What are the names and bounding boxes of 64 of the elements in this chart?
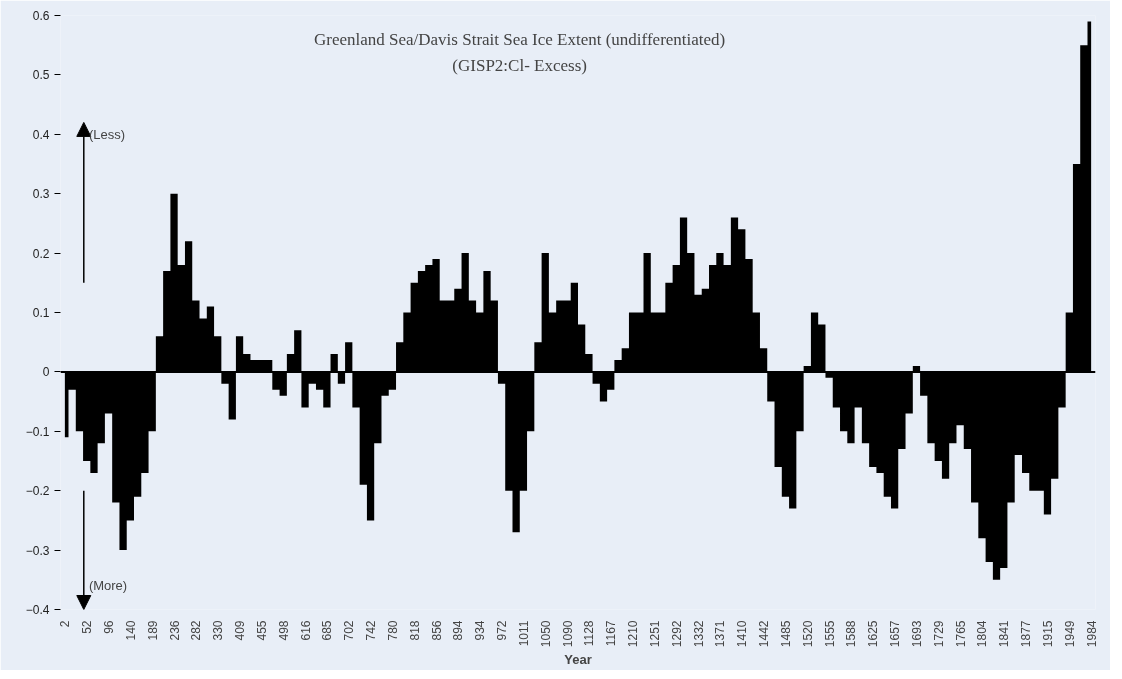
x-tick-label: 1555 [822,620,837,648]
x-tick-label: 1210 [626,620,641,648]
y-tick-label: −0.2 [25,484,50,499]
x-tick-label: 1841 [997,620,1012,648]
x-tick-label: 685 [320,620,335,641]
y-tick-label: 0.1 [32,306,50,320]
x-tick-label: 894 [451,620,466,641]
x-tick-label: 1915 [1040,620,1055,648]
x-tick-label: 1167 [604,620,619,647]
x-tick-label: 616 [298,620,313,641]
x-tick-label: 1371 [713,620,728,648]
y-tick-label: 0.5 [32,68,50,83]
y-tick-label: −0.1 [25,424,50,439]
x-tick-label: 1442 [757,620,772,648]
x-tick-label: 972 [495,620,510,641]
x-tick-label: 1693 [909,620,924,648]
y-tick-label: 0.2 [32,246,50,261]
annotation: (Less) [88,126,126,142]
x-tick-label: 189 [145,620,160,641]
x-tick-label: 1949 [1062,620,1077,648]
x-tick-label: 330 [211,620,226,641]
x-tick-label: 96 [102,620,117,634]
x-tick-label: 1410 [735,620,750,648]
x-tick-label: 1765 [953,620,968,648]
x-tick-label: 1128 [582,620,597,647]
x-tick-label: 498 [276,620,291,641]
y-tick-label: 0 [42,365,50,380]
x-tick-label: 1877 [1019,620,1034,648]
x-tick-label: 282 [189,620,204,641]
x-tick-label: 140 [123,620,138,641]
x-tick-label: 1251 [647,620,662,648]
x-tick-label: 1292 [669,620,684,648]
x-tick-label: 742 [364,620,379,641]
y-tick-label: 0.3 [32,187,50,202]
x-tick-label: 1729 [931,620,946,648]
x-tick-label: 1625 [866,620,881,648]
x-tick-label: 1984 [1084,620,1099,648]
text: Greenland Sea/Davis Strait Sea Ice Extent (undifferentiated) [313,29,726,49]
x-tick-label: 1520 [800,620,815,648]
x-tick-label: 1804 [975,620,990,648]
x-tick-label: 236 [167,620,182,641]
x-tick-label: 52 [80,620,95,634]
x-tick-label: 1657 [888,620,903,648]
x-tick-label: 1332 [691,620,706,648]
x-tick-label: 1011 [516,620,531,647]
annotation: (More) [88,578,128,594]
x-tick-label: 934 [473,620,488,641]
x-tick-label: 780 [385,620,400,641]
y-tick-label: −0.3 [25,543,50,558]
x-tick-label: 455 [254,620,269,641]
x-tick-label: 702 [342,620,357,641]
y-tick-label: −0.4 [25,603,50,617]
x-tick-label: 1090 [560,620,575,648]
x-tick-label: 1485 [778,620,793,648]
x-tick-label: 818 [407,620,422,641]
y-tick-label: 0.6 [32,9,50,23]
x-axis-title: Year [564,652,592,668]
x-tick-label: 409 [233,620,248,641]
x-tick-label: 856 [429,620,444,641]
x-tick-label: 1050 [538,620,553,648]
x-tick-label: 1588 [844,620,859,648]
x-tick-label: 2 [58,620,73,628]
y-tick-label: 0.4 [32,127,50,142]
text: (GISP2:Cl- Excess) [452,56,587,76]
